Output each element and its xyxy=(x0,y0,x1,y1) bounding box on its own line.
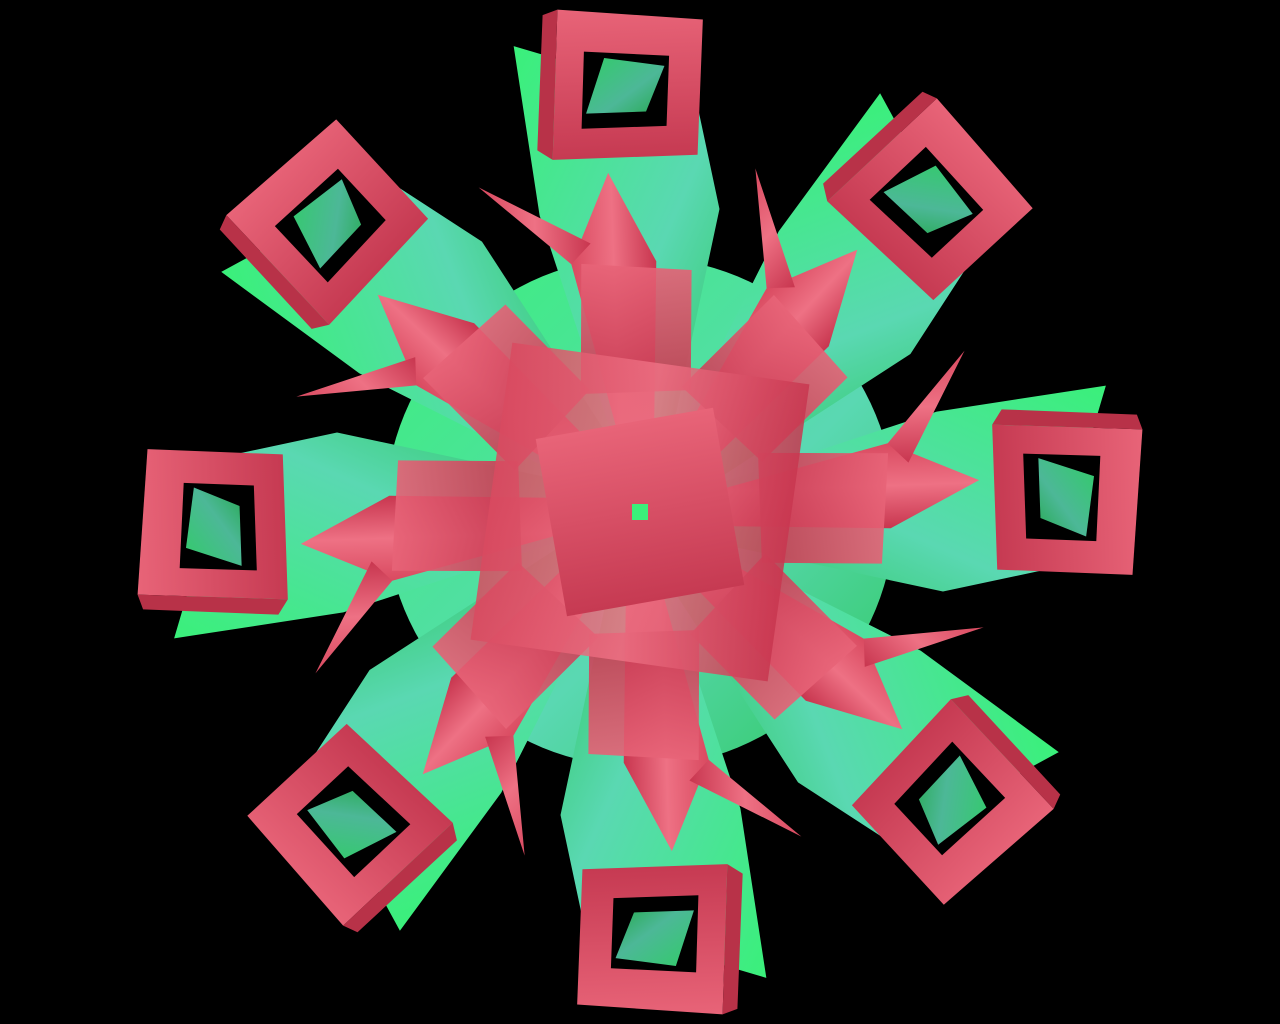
center-core xyxy=(632,504,648,520)
snowflake xyxy=(132,4,1148,1020)
